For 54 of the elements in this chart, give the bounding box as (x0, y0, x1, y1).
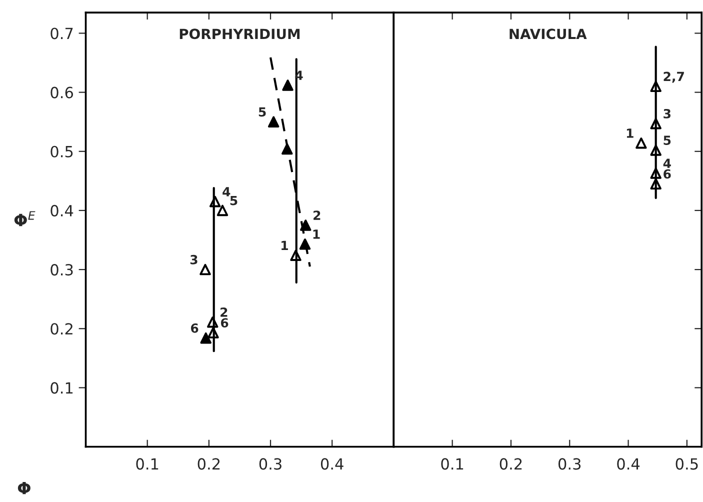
annotation: 1 (313, 230, 320, 239)
point (650, 80, 662, 92)
x-tick-label: 0.3 (259, 458, 282, 470)
point (650, 144, 662, 156)
point (299, 238, 311, 250)
y-tick-label: 0.5 (50, 146, 73, 158)
point (650, 178, 662, 190)
text: PORPHYRIDIUM (180, 28, 300, 40)
point (290, 250, 302, 261)
point (216, 204, 228, 216)
x-tick-label: 0.1 (441, 458, 464, 470)
text: NAVICULA (510, 28, 587, 40)
annotation: 2 (314, 210, 320, 220)
point (636, 137, 647, 149)
x-tick-label: 0.4 (320, 458, 344, 470)
point (200, 332, 212, 344)
y-tick-label: 0.4 (50, 204, 74, 216)
y-tick-label: 0.1 (50, 382, 73, 394)
x-axis-title: Φ (18, 482, 30, 494)
point (268, 116, 280, 128)
y-tick-label: 0.3 (50, 264, 73, 276)
point (209, 196, 221, 208)
annotation: 1 (282, 240, 288, 250)
annotation: 2 (220, 307, 228, 317)
x-tick-label: 0.2 (198, 458, 220, 470)
annotation: 4 (663, 158, 671, 168)
x-tick-label: 0.4 (617, 458, 640, 470)
x-tick-label: 0.5 (676, 458, 698, 470)
x-tick-label: 0.1 (136, 458, 158, 470)
x-tick-label: 0.2 (500, 458, 522, 470)
y-tick-label: 0.6 (50, 86, 73, 98)
point (300, 220, 312, 231)
point (208, 327, 219, 338)
annotation: 6 (190, 323, 198, 333)
point (282, 143, 293, 155)
point (282, 80, 294, 91)
annotation: 5 (664, 136, 671, 146)
point (200, 264, 211, 276)
y-tick-label: 0.7 (50, 28, 73, 40)
annotation: 6 (664, 169, 671, 179)
annotation: 2,7 (664, 72, 684, 83)
annotation: 1 (626, 128, 634, 138)
point (650, 168, 662, 179)
annotation: 3 (190, 254, 198, 264)
annotation: 3 (664, 108, 670, 118)
y-axis-title: Φ$^{E}$ (14, 211, 36, 226)
x-tick-label: 0.3 (558, 458, 581, 470)
annotation: 5 (258, 107, 266, 117)
annotation: 4 (222, 187, 230, 196)
point (650, 118, 662, 130)
point (206, 316, 218, 328)
y-tick-label: 0.2 (50, 323, 72, 335)
annotation: 6 (220, 318, 228, 328)
annotation: 5 (230, 196, 238, 206)
